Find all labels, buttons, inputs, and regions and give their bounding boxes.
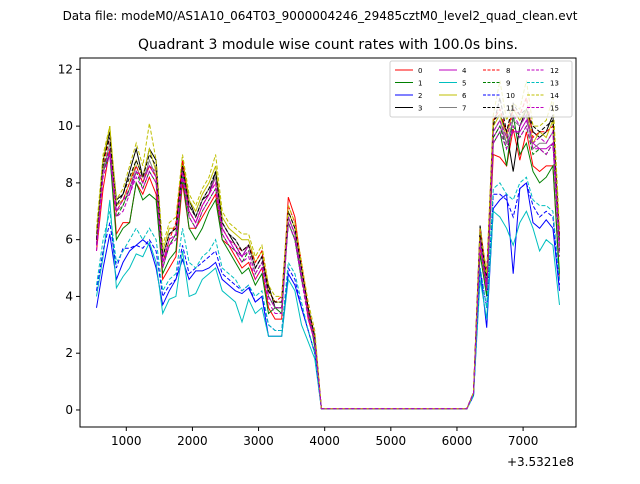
legend-label-0: 0 bbox=[418, 67, 422, 75]
plot-frame bbox=[79, 57, 577, 428]
y-tick-label: 12 bbox=[58, 62, 73, 76]
x-axis-offset-label: +3.5321e8 bbox=[507, 455, 574, 469]
x-tick-label: 5000 bbox=[376, 434, 407, 448]
legend-label-7: 7 bbox=[462, 105, 466, 113]
chart-suptitle: Data file: modeM0/AS1A10_064T03_90000042… bbox=[63, 9, 578, 23]
legend-label-13: 13 bbox=[550, 80, 559, 88]
legend-box bbox=[389, 60, 573, 118]
x-tick-label: 1000 bbox=[111, 434, 142, 448]
y-tick-label: 4 bbox=[65, 289, 73, 303]
legend-label-11: 11 bbox=[506, 105, 515, 113]
legend-label-6: 6 bbox=[462, 92, 467, 100]
legend-label-14: 14 bbox=[550, 92, 559, 100]
x-tick-label: 2000 bbox=[177, 434, 208, 448]
y-tick-label: 0 bbox=[65, 403, 73, 417]
legend-label-4: 4 bbox=[462, 67, 467, 75]
x-tick-label: 6000 bbox=[442, 434, 473, 448]
legend-label-2: 2 bbox=[418, 92, 422, 100]
series-line-12 bbox=[96, 113, 560, 410]
series-line-15 bbox=[96, 124, 560, 410]
x-tick-label: 4000 bbox=[309, 434, 340, 448]
legend-label-3: 3 bbox=[418, 105, 422, 113]
chart-title: Quadrant 3 module wise count rates with … bbox=[138, 37, 518, 53]
y-tick-label: 6 bbox=[65, 233, 73, 247]
y-tick-label: 8 bbox=[65, 176, 73, 190]
x-tick-label: 7000 bbox=[508, 434, 539, 448]
legend-label-12: 12 bbox=[550, 67, 559, 75]
legend-label-9: 9 bbox=[506, 80, 510, 88]
legend-label-10: 10 bbox=[506, 92, 515, 100]
legend-label-1: 1 bbox=[418, 80, 422, 88]
y-tick-label: 2 bbox=[65, 346, 73, 360]
legend-label-15: 15 bbox=[550, 105, 559, 113]
legend-label-5: 5 bbox=[462, 80, 466, 88]
series-line-14 bbox=[96, 80, 560, 410]
y-tick-label: 10 bbox=[58, 119, 73, 133]
legend-label-8: 8 bbox=[506, 67, 510, 75]
x-tick-label: 3000 bbox=[243, 434, 274, 448]
